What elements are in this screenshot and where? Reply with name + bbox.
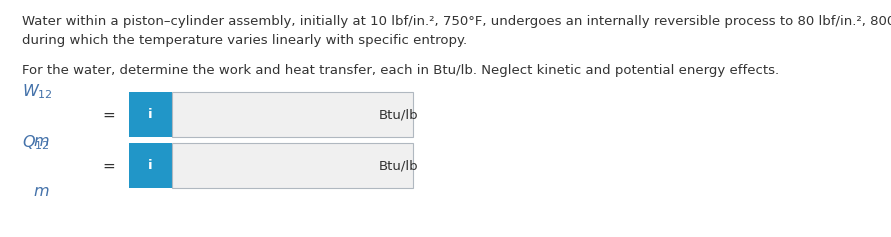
Text: during which the temperature varies linearly with specific entropy.: during which the temperature varies line…: [22, 34, 468, 47]
Text: Water within a piston–cylinder assembly, initially at 10 lbf/in.², 750°F, underg: Water within a piston–cylinder assembly,…: [22, 15, 891, 28]
Text: $W_{12}$: $W_{12}$: [22, 82, 53, 100]
Text: Btu/lb: Btu/lb: [379, 160, 418, 172]
Text: $m$: $m$: [33, 133, 50, 149]
Text: $m$: $m$: [33, 184, 50, 200]
Text: =: =: [102, 158, 115, 173]
Text: =: =: [102, 107, 115, 123]
Text: $Q_{12}$: $Q_{12}$: [22, 133, 50, 151]
Text: i: i: [148, 160, 153, 172]
Text: For the water, determine the work and heat transfer, each in Btu/lb. Neglect kin: For the water, determine the work and he…: [22, 64, 780, 77]
Text: i: i: [148, 109, 153, 121]
Text: Btu/lb: Btu/lb: [379, 109, 418, 121]
